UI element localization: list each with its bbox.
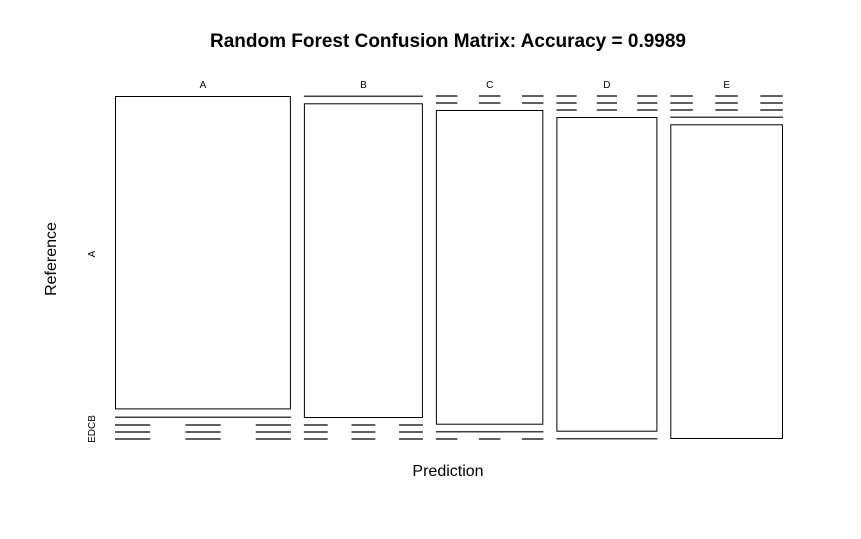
cell-pred-d-ref-d — [556, 117, 658, 432]
mosaic-cells — [115, 95, 783, 440]
cell-pred-b-ref-b — [303, 103, 423, 419]
x-tick-label-c: C — [486, 80, 493, 91]
x-tick-label-a: A — [200, 80, 207, 91]
x-tick-label-d: D — [603, 80, 610, 91]
x-tick-labels: A B C D E — [200, 80, 731, 91]
y-axis-label: Reference — [43, 222, 60, 296]
x-tick-label-e: E — [723, 80, 730, 91]
x-tick-label-b: B — [360, 80, 367, 91]
chart-title: Random Forest Confusion Matrix: Accuracy… — [210, 31, 686, 52]
cell-pred-a-ref-a — [115, 96, 291, 410]
y-tick-label-a: A — [87, 250, 98, 257]
x-axis-label: Prediction — [412, 463, 483, 480]
y-tick-label-edcb: EDCB — [87, 415, 98, 443]
cell-pred-c-ref-c — [435, 110, 544, 425]
cell-pred-e-ref-e — [670, 124, 783, 440]
